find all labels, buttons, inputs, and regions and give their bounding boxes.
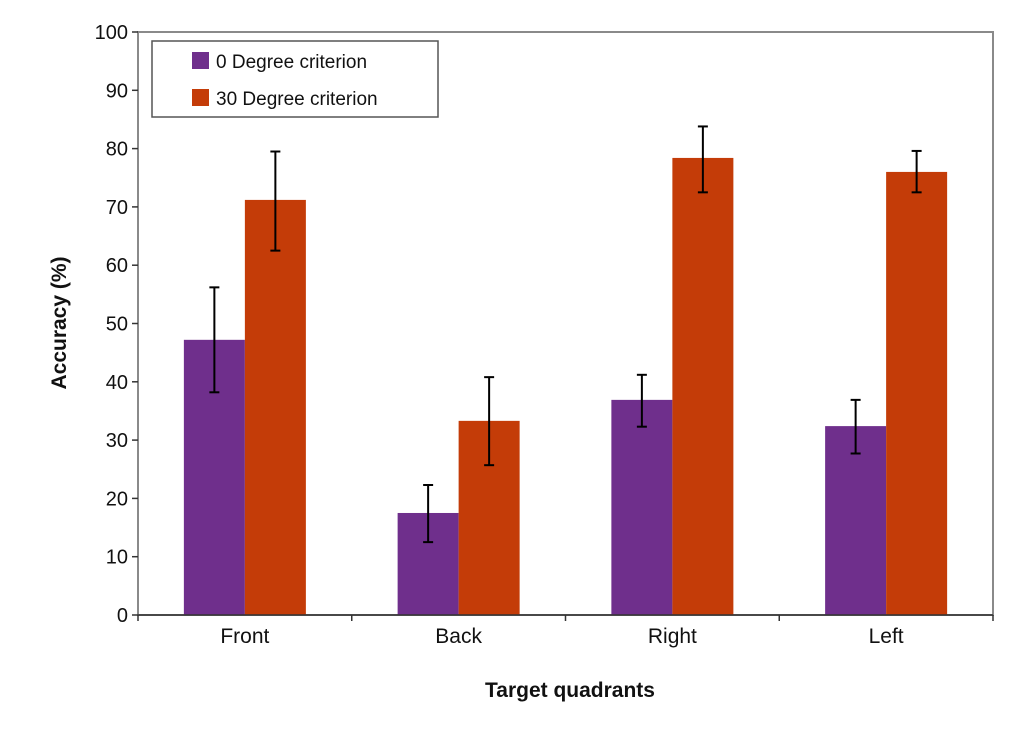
y-tick-label: 40 xyxy=(106,372,128,394)
y-axis-title: Accuracy (%) xyxy=(48,256,71,389)
y-tick-label: 90 xyxy=(106,80,128,102)
y-tick-label: 10 xyxy=(106,547,128,569)
legend-swatch-0 xyxy=(192,52,209,69)
bar xyxy=(244,199,306,616)
y-tick-label: 100 xyxy=(95,22,128,44)
x-axis-title: Target quadrants xyxy=(485,679,655,702)
y-tick-label: 50 xyxy=(106,314,128,336)
legend-label-0: 0 Degree criterion xyxy=(216,52,367,73)
x-tick-label: Right xyxy=(648,625,697,648)
y-tick-label: 0 xyxy=(117,605,128,627)
x-tick-label: Back xyxy=(435,625,482,648)
legend: 0 Degree criterion 30 Degree criterion xyxy=(151,40,439,118)
y-tick-label: 80 xyxy=(106,139,128,161)
bar xyxy=(886,171,948,616)
bar xyxy=(825,426,887,615)
bar xyxy=(672,157,734,616)
legend-swatch-1 xyxy=(192,89,209,106)
x-tick-label: Left xyxy=(869,625,904,648)
y-tick-label: 20 xyxy=(106,488,128,510)
x-tick-label: Front xyxy=(220,625,269,648)
bar xyxy=(611,399,673,615)
legend-label-1: 30 Degree criterion xyxy=(216,89,378,110)
y-tick-label: 60 xyxy=(106,255,128,277)
y-tick-label: 30 xyxy=(106,430,128,452)
y-tick-label: 70 xyxy=(106,197,128,219)
